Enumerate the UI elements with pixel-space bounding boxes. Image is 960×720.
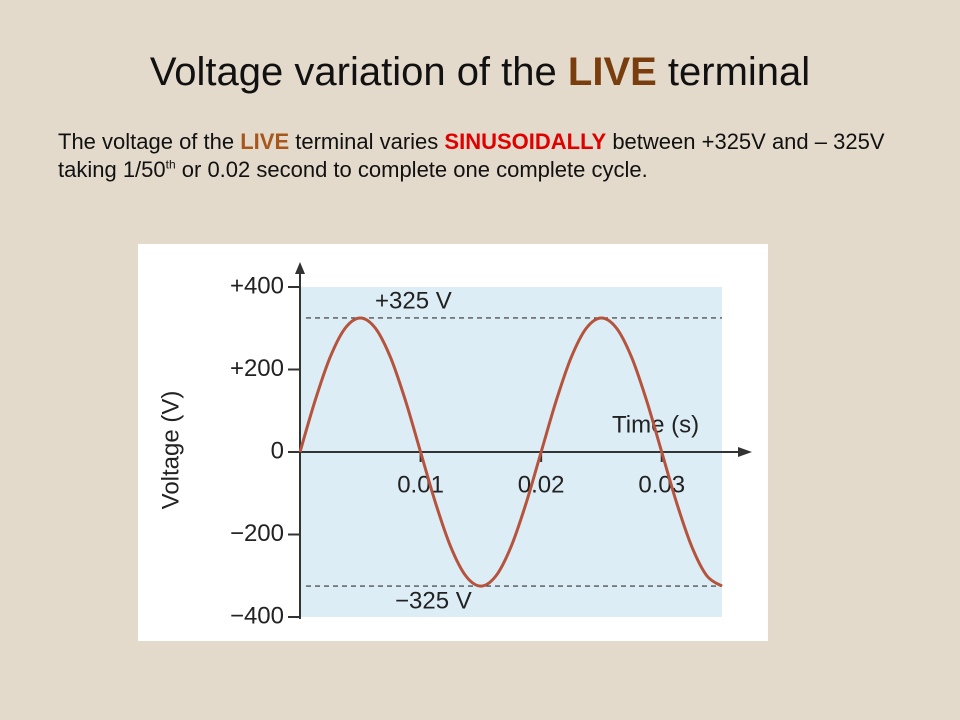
y-tick-label: −400 bbox=[230, 602, 284, 629]
title-highlight: LIVE bbox=[567, 50, 657, 94]
y-axis-title: Voltage (V) bbox=[157, 391, 184, 510]
x-tick-label: 0.02 bbox=[518, 471, 565, 498]
body-text: The voltage of the LIVE terminal varies … bbox=[58, 128, 918, 184]
x-tick-label: 0.01 bbox=[397, 471, 444, 498]
title-text: Voltage variation of the bbox=[149, 50, 568, 94]
y-tick-label: +200 bbox=[230, 355, 284, 382]
text-run: The voltage of the bbox=[58, 129, 241, 154]
title-text: terminal bbox=[656, 50, 811, 94]
superscript: th bbox=[165, 157, 176, 172]
reference-label: +325 V bbox=[375, 287, 452, 314]
y-tick-label: +400 bbox=[230, 272, 284, 299]
x-axis-arrow bbox=[738, 447, 752, 457]
chart: Voltage (V) Time (s)+400+2000−200−4000.0… bbox=[138, 244, 768, 641]
x-tick-label: 0.03 bbox=[638, 471, 685, 498]
y-axis-arrow bbox=[295, 262, 305, 274]
reference-label: −325 V bbox=[395, 587, 472, 614]
y-tick-label: 0 bbox=[271, 437, 284, 464]
slide-title: Voltage variation of the LIVE terminal bbox=[0, 50, 960, 95]
text-run: between +325V and – 325V taking 1/50 bbox=[58, 129, 885, 182]
text-highlight: SINUSOIDALLY bbox=[444, 129, 607, 154]
text-highlight: LIVE bbox=[240, 129, 290, 154]
text-run: terminal varies bbox=[289, 129, 445, 154]
voltage-curve bbox=[298, 316, 723, 588]
y-tick-label: −200 bbox=[230, 520, 284, 547]
text-run: or 0.02 second to complete one complete … bbox=[175, 157, 648, 182]
